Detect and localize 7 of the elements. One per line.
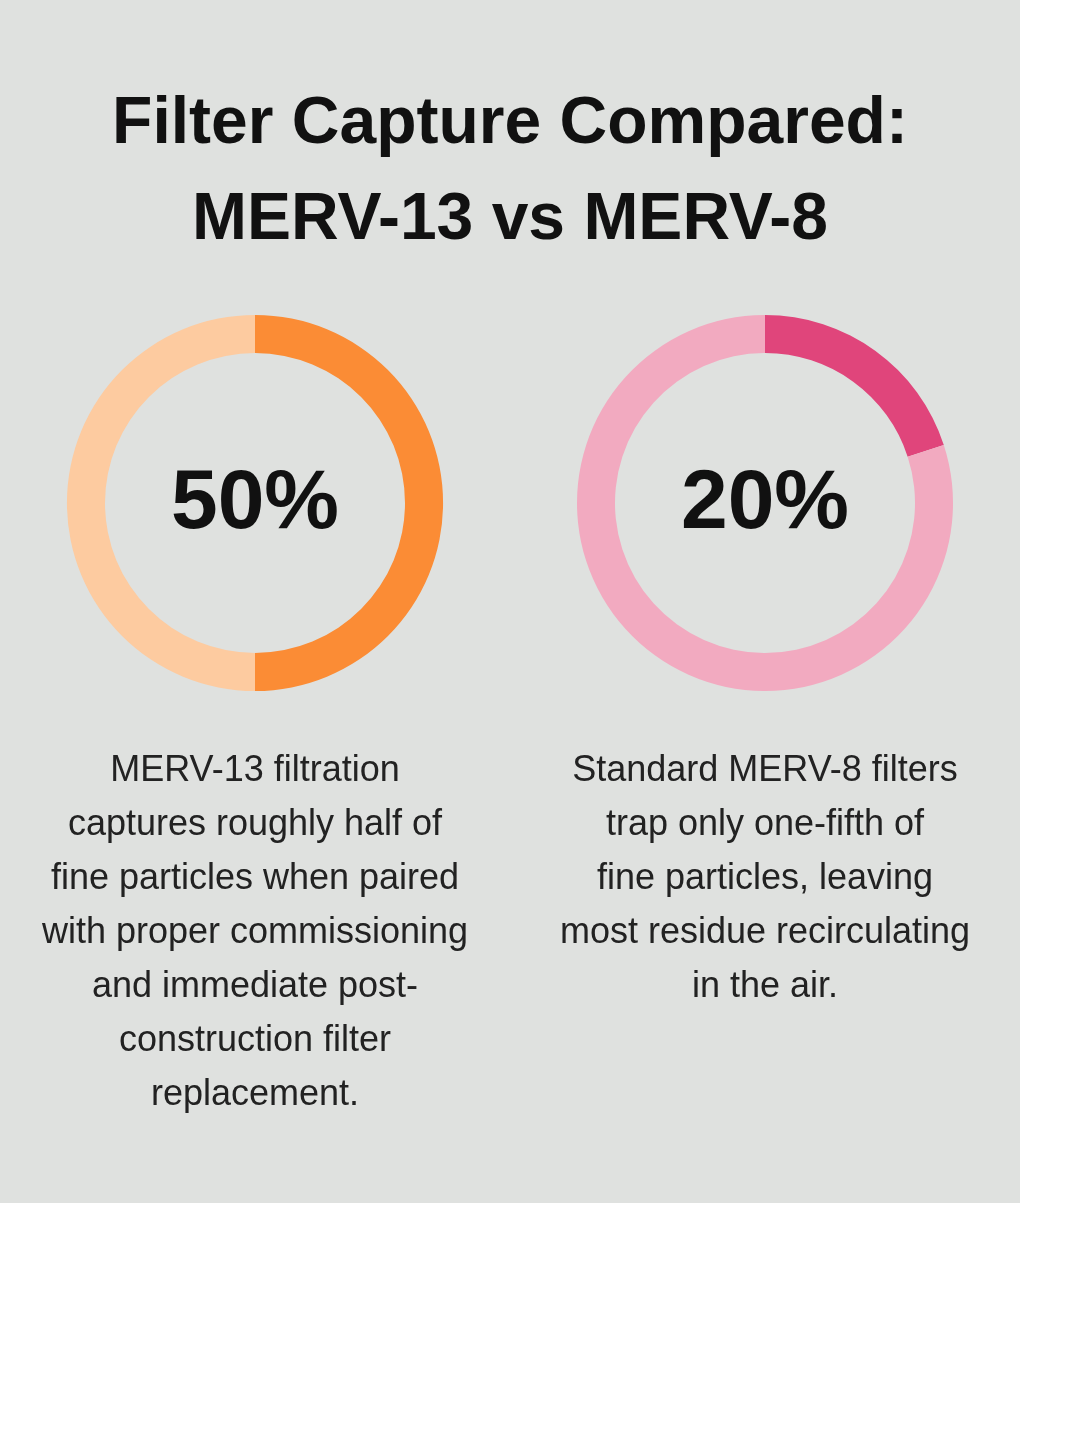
donut-slice <box>577 315 953 691</box>
text: MERV-13 filtration captures roughly half of fine particles when paired with proper commissioning and immediate post-construction filter replacement. <box>40 748 469 1113</box>
text: Standard MERV-8 filters trap only one-fifth of fine particles, leaving most residue recirculating in the air. <box>559 748 971 1005</box>
data-label: 20% <box>680 452 850 546</box>
donut-slice <box>765 315 944 457</box>
data-label: 50% <box>170 452 340 546</box>
chart-title: Filter Capture Compared: MERV-13 vs MERV-8 <box>112 83 908 253</box>
